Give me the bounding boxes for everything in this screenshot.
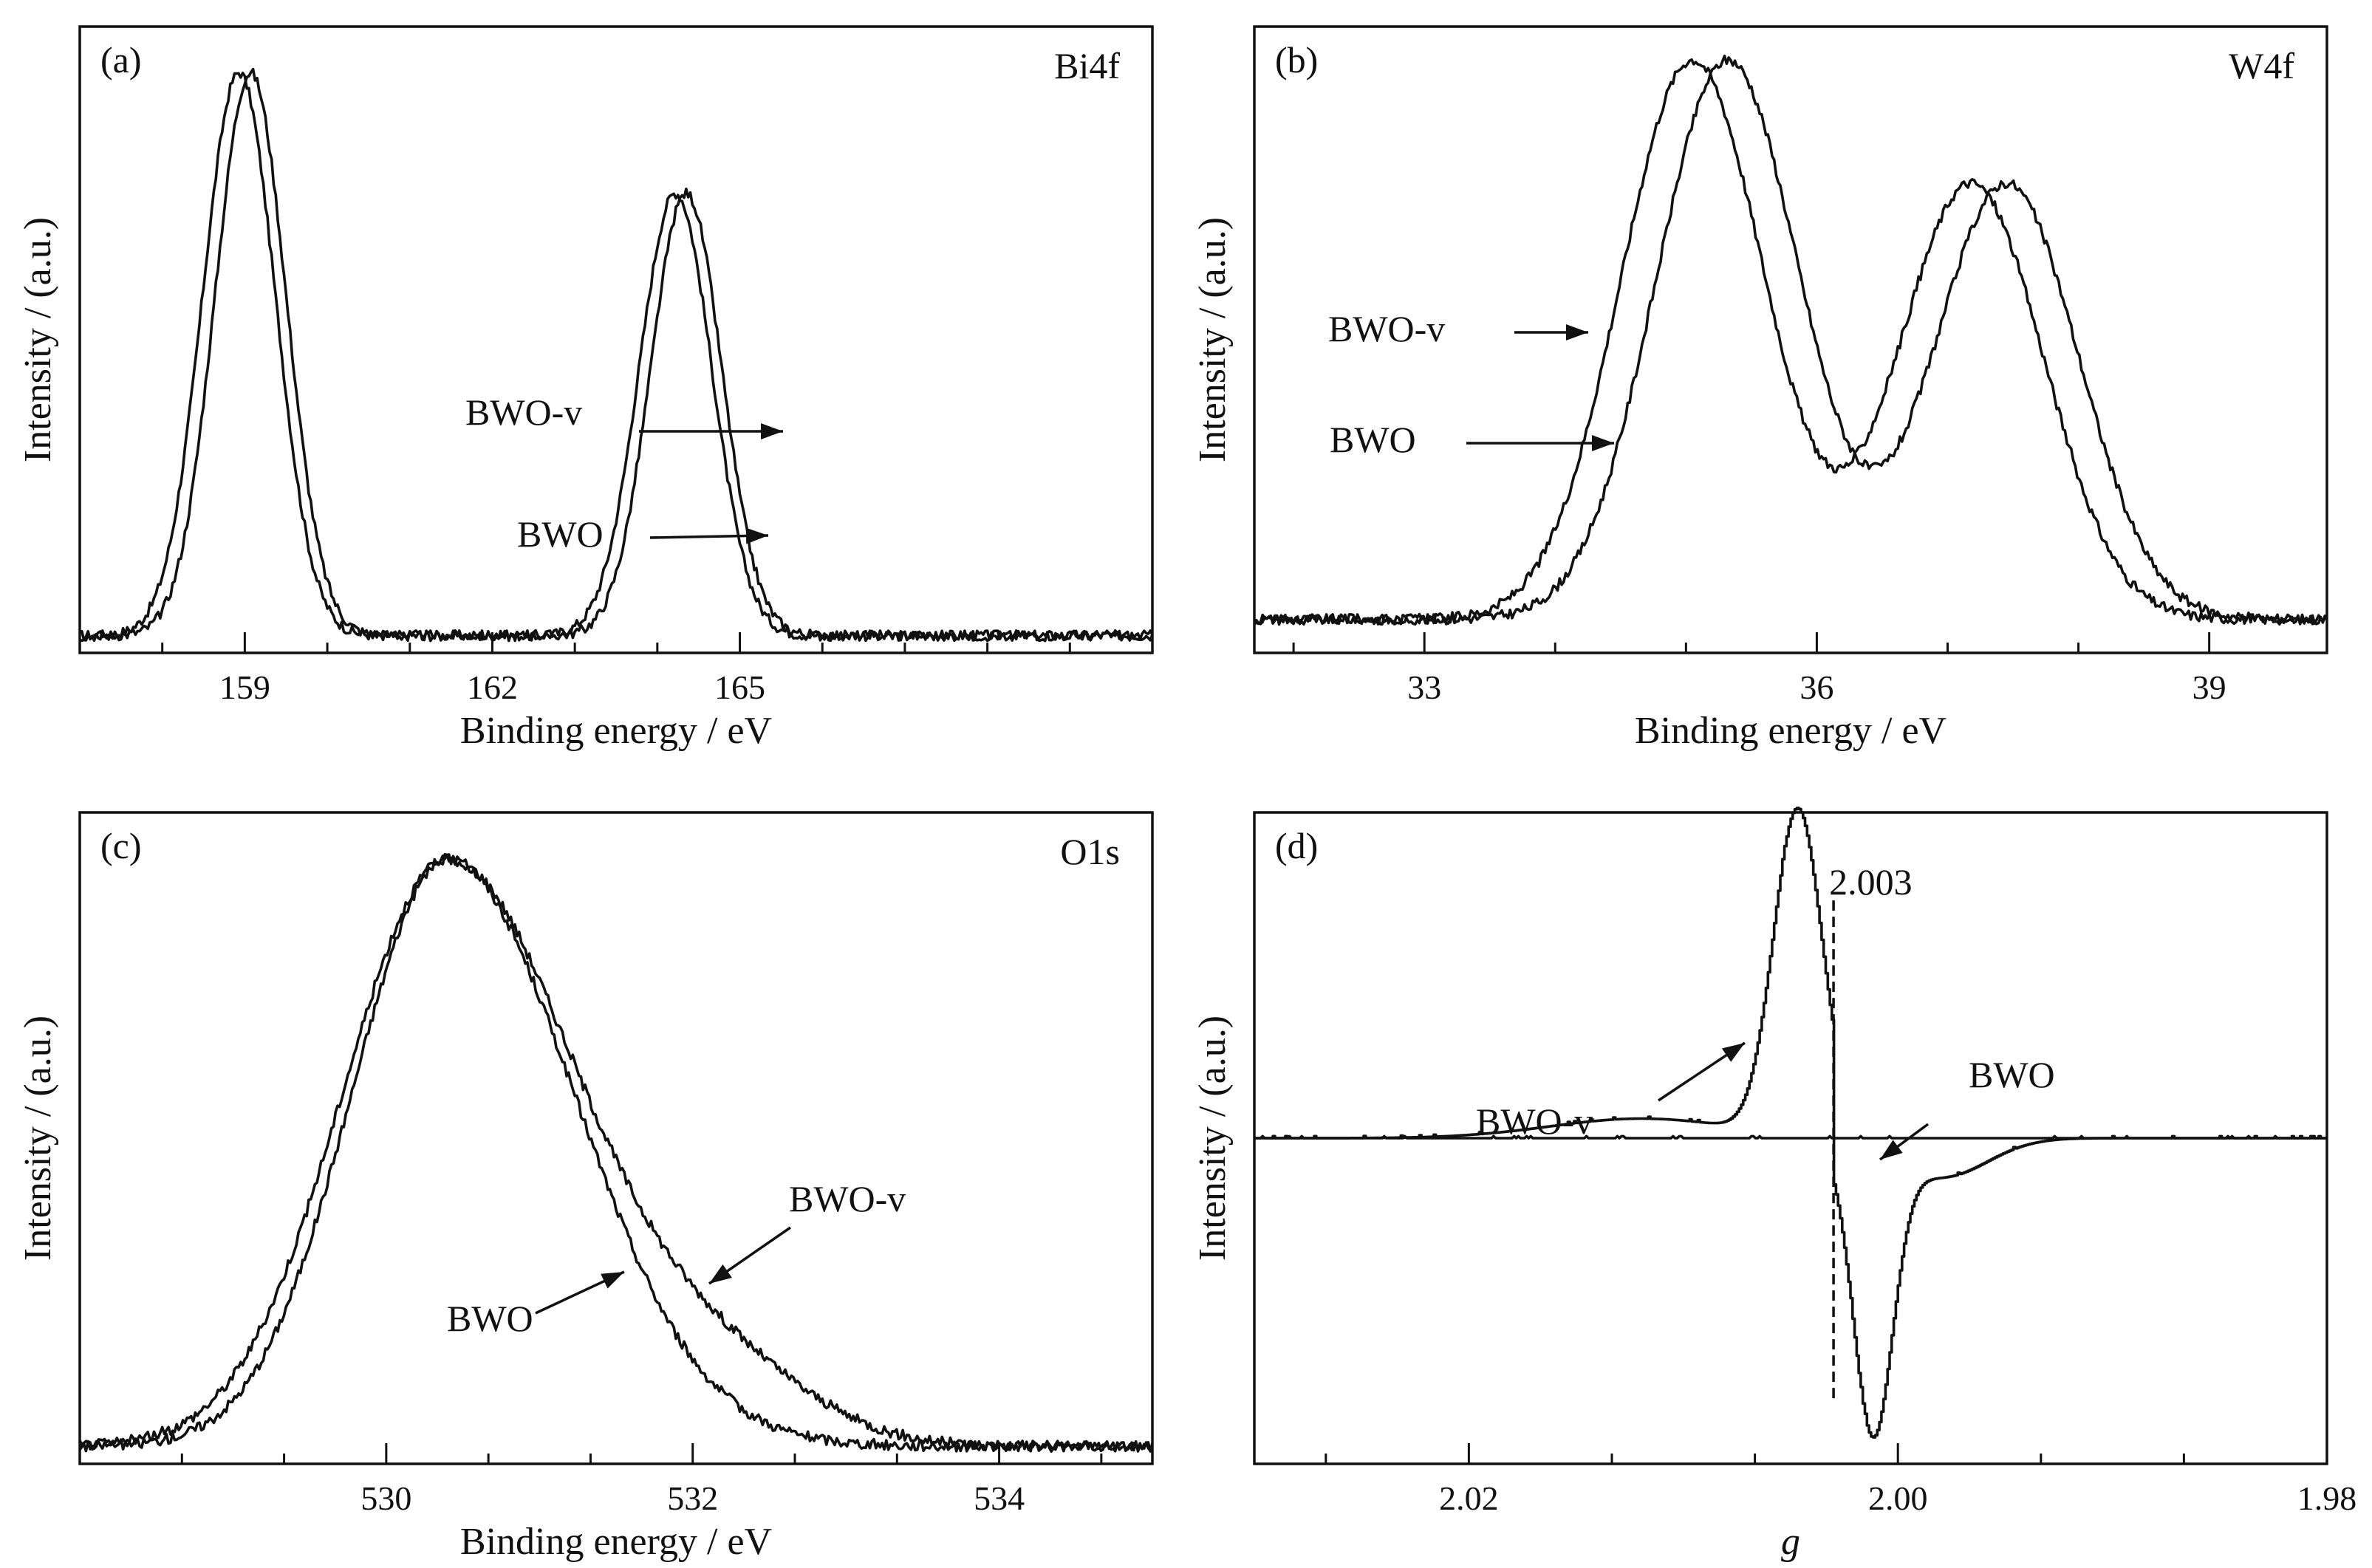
x-axis-label: Binding energy / eV [460,1521,772,1563]
x-tick-label: 159 [219,668,270,706]
x-tick-label: 2.00 [1868,1479,1928,1517]
x-tick-label: 532 [667,1479,718,1517]
arrowhead-icon [761,423,783,439]
series-line-bwo [79,67,1154,643]
arrowhead-icon [601,1272,624,1289]
plot-frame [78,25,1154,654]
x-tick-label: 162 [467,668,518,706]
x-axis-label: Binding energy / eV [1635,710,1947,752]
panel-b: 33 36 39 Binding energy / eV Intensity / (a.… [1192,25,2328,752]
arrowhead-icon [1721,1043,1745,1062]
x-tick-label: 1.98 [2297,1479,2357,1517]
panel-c: 530 532 534 Binding energy / eV Intensity / … [17,811,1154,1563]
plot-frame [1253,25,2328,654]
plot-frame [78,811,1154,1465]
annotation-label: BWO [1330,419,1416,460]
annotation-label: BWO-v [465,391,582,433]
arrowhead-icon [1566,324,1588,340]
panels: 159 162 165 Binding energy / eV Intensity / … [17,25,2357,1563]
reference-line-label: 2.003 [1829,861,1913,903]
arrowhead-icon [709,1264,732,1284]
y-axis-label: Intensity / (a.u.) [17,217,59,462]
annotation-label: BWO [447,1298,533,1339]
y-axis-label: Intensity / (a.u.) [1192,217,1234,462]
arrowhead-icon [1880,1140,1903,1160]
arrowhead-icon [745,527,768,544]
series-line-bwo-v [1254,807,2327,1439]
panel-label: (a) [100,39,142,81]
panel-label: (c) [100,825,142,866]
x-tick-label: 534 [974,1479,1025,1517]
y-axis-label: Intensity / (a.u.) [1192,1016,1234,1261]
x-tick-label: 2.02 [1439,1479,1499,1517]
panel-a: 159 162 165 Binding energy / eV Intensity / … [17,25,1154,752]
y-axis-label: Intensity / (a.u.) [17,1016,59,1261]
series-line-bwo [78,852,1154,1453]
annotation-label: BWO [1969,1054,2055,1095]
series-line-bwo-v [1254,58,2328,626]
panel-label: (b) [1275,39,1318,81]
panel-d: 2.02 2.00 1.98 g Intensity / (a.u.) (d) 2.003 B… [1192,807,2357,1563]
x-tick-label: 530 [360,1479,411,1517]
series-line-bwo [1253,55,2328,626]
annotation-label: BWO-v [1476,1100,1593,1142]
panel-title: O1s [1060,831,1120,872]
panel-label: (d) [1275,825,1318,866]
x-axis-label: g [1781,1521,1800,1563]
annotation-label: BWO [517,513,604,555]
arrowhead-icon [1592,435,1614,451]
x-tick-label: 33 [1407,668,1441,706]
panel-title: Bi4f [1054,45,1120,86]
x-tick-label: 36 [1799,668,1833,706]
annotation-label: BWO-v [789,1178,906,1219]
series-line-bwo [1254,1134,2327,1140]
series-line-bwo-v [79,72,1154,643]
panel-title: W4f [2229,45,2294,86]
annotation-label: BWO-v [1328,308,1445,349]
x-axis-label: Binding energy / eV [460,710,772,752]
x-tick-label: 165 [714,668,765,706]
x-tick-label: 39 [2192,668,2226,706]
